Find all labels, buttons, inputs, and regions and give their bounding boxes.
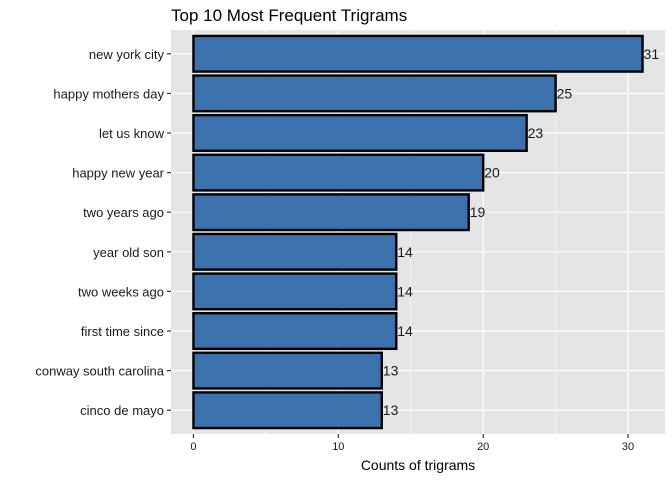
bar: [192, 34, 644, 73]
y-tick-label: two weeks ago: [78, 284, 164, 299]
bar: [192, 311, 398, 351]
y-tick-label: happy new year: [72, 166, 164, 181]
x-axis: 0 10 20 30: [190, 434, 634, 453]
bar-value-label: 20: [484, 165, 500, 181]
bar: [192, 232, 398, 271]
bar: [192, 153, 485, 192]
bar-value-label: 25: [557, 85, 573, 101]
chart-title: Top 10 Most Frequent Trigrams: [171, 6, 407, 25]
data-labels-group: 31 25 23 20 19 14 14 14 13 13: [383, 46, 660, 418]
bar-value-label: 13: [383, 402, 399, 418]
y-tick-label: let us know: [99, 126, 165, 141]
y-tick-label: new york city: [89, 47, 165, 62]
bar-value-label: 14: [397, 244, 413, 260]
bar-value-label: 31: [644, 46, 660, 62]
y-tick-label: conway south carolina: [35, 364, 164, 379]
x-axis-title: Counts of trigrams: [361, 457, 475, 473]
y-tick-label: two years ago: [83, 205, 164, 220]
bars-group: [192, 34, 644, 430]
bar-value-label: 14: [397, 283, 413, 299]
y-tick-label: year old son: [93, 245, 164, 260]
x-tick-label: 30: [622, 441, 634, 453]
bar-value-label: 23: [528, 125, 544, 141]
y-tick-label: first time since: [81, 324, 164, 339]
bar: [192, 113, 528, 153]
x-tick-label: 20: [477, 441, 489, 453]
bar: [192, 74, 557, 113]
bar: [192, 391, 383, 430]
bar: [192, 272, 398, 311]
y-axis: new york city happy mothers day let us kno…: [35, 47, 171, 418]
bar-value-label: 14: [397, 323, 413, 339]
bar: [192, 193, 470, 232]
bar-value-label: 13: [383, 363, 399, 379]
y-tick-label: cinco de mayo: [80, 403, 164, 418]
bar: [192, 351, 383, 390]
x-tick-label: 10: [332, 441, 344, 453]
bar-value-label: 19: [470, 204, 486, 220]
x-tick-label: 0: [190, 441, 196, 453]
y-tick-label: happy mothers day: [53, 86, 164, 101]
